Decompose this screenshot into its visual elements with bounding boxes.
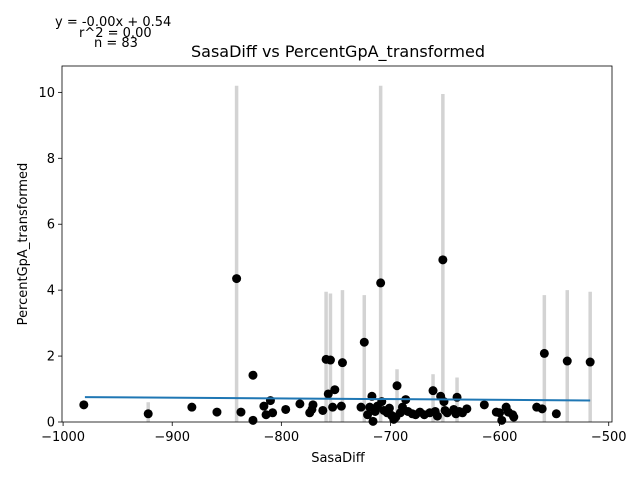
data-point — [462, 404, 472, 414]
x-tick-label: −800 — [263, 430, 299, 445]
y-axis-label: PercentGpA_transformed — [16, 163, 31, 326]
data-point — [537, 404, 547, 414]
data-point — [143, 409, 153, 419]
data-point — [328, 402, 338, 412]
plot-area — [61, 65, 613, 426]
data-point — [248, 370, 258, 380]
x-axis-ticks: −1000 −900 −800 −700 −600 −500 — [41, 422, 627, 445]
data-point — [384, 403, 394, 413]
data-point — [392, 381, 402, 391]
data-point — [330, 385, 340, 395]
data-point — [79, 400, 89, 410]
x-tick-label: −500 — [591, 430, 627, 445]
data-point — [187, 402, 197, 412]
y-tick-label: 6 — [47, 218, 55, 233]
data-point — [368, 416, 378, 426]
y-tick-label: 2 — [47, 350, 55, 365]
data-point — [325, 355, 335, 365]
n-annotation: n = 83 — [94, 36, 138, 51]
data-point — [318, 405, 328, 415]
y-tick-label: 10 — [38, 86, 55, 101]
data-point — [212, 407, 222, 417]
x-axis-label: SasaDiff — [311, 451, 366, 466]
data-point — [562, 356, 572, 366]
data-point — [509, 412, 519, 422]
data-point — [539, 348, 549, 358]
plot-background — [62, 66, 612, 422]
y-axis-ticks: 0 2 4 6 8 10 — [38, 86, 62, 431]
y-tick-label: 4 — [47, 284, 55, 299]
chart-title: SasaDiff vs PercentGpA_transformed — [191, 42, 485, 62]
data-point — [259, 401, 269, 411]
data-point — [495, 408, 505, 418]
data-point — [236, 407, 246, 417]
data-point — [479, 400, 489, 410]
data-point — [308, 400, 318, 410]
data-point — [439, 397, 449, 407]
data-point — [336, 401, 346, 411]
data-point — [232, 274, 242, 284]
x-tick-label: −700 — [373, 430, 409, 445]
data-point — [551, 409, 561, 419]
data-point — [363, 410, 373, 420]
data-point — [337, 358, 347, 368]
data-point — [432, 411, 442, 421]
data-point — [438, 255, 448, 265]
data-point — [497, 415, 507, 425]
data-point — [428, 386, 438, 396]
data-point — [356, 402, 366, 412]
data-point — [295, 399, 305, 409]
fit-line — [84, 396, 591, 402]
y-tick-label: 8 — [47, 152, 55, 167]
x-tick-label: −1000 — [41, 430, 85, 445]
r-squared-annotation: r^2 = 0.00 — [79, 26, 152, 41]
data-point — [585, 357, 595, 367]
y-tick-label: 0 — [47, 416, 55, 431]
data-point — [248, 415, 258, 425]
equation-annotation: y = -0.00x + 0.54 — [55, 15, 171, 30]
data-point — [323, 389, 333, 399]
data-point — [359, 337, 369, 347]
x-tick-label: −900 — [154, 430, 190, 445]
plot-frame — [61, 65, 613, 423]
data-point — [376, 278, 386, 288]
x-tick-label: −600 — [482, 430, 518, 445]
data-point — [268, 408, 278, 418]
data-point — [281, 404, 291, 414]
